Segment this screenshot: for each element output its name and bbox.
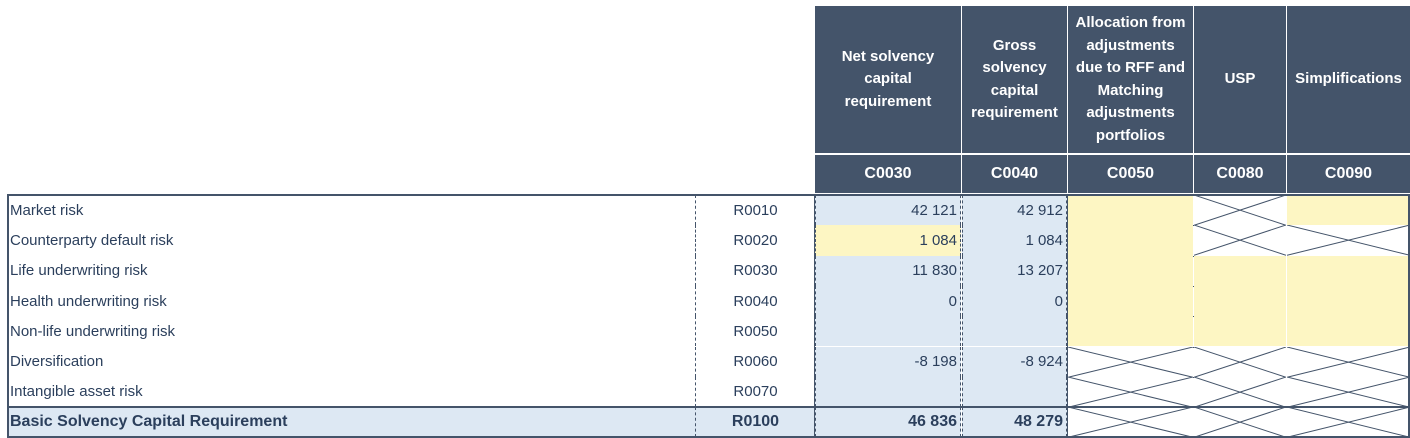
- column-header-text: Gross solvency capital requirement: [971, 36, 1058, 122]
- c0090-cell[interactable]: [1287, 195, 1410, 226]
- row-label: Counterparty default risk: [7, 225, 696, 256]
- c0080-cell: [1194, 195, 1286, 226]
- column-code-text: C0030: [864, 165, 912, 182]
- c0050-cell[interactable]: [1068, 225, 1193, 256]
- column-code-c0030: C0030: [815, 155, 961, 193]
- c0050-cell[interactable]: [1068, 195, 1193, 226]
- net-scr-cell[interactable]: [815, 316, 961, 347]
- column-header-c0050: Allocation from adjustments due to RFF a…: [1068, 6, 1193, 153]
- table-border: [1408, 195, 1410, 438]
- net-scr-cell[interactable]: 42 121: [815, 195, 961, 226]
- row-code: R0020: [696, 225, 815, 256]
- gross-scr-cell[interactable]: 13 207: [962, 255, 1067, 286]
- c0090-cell[interactable]: [1287, 316, 1410, 347]
- row-code: R0050: [696, 316, 815, 347]
- row-code: R0100: [696, 407, 815, 438]
- column-code-c0080: C0080: [1194, 155, 1286, 193]
- net-scr-cell[interactable]: 11 830: [815, 255, 961, 286]
- gross-scr-cell[interactable]: -8 924: [962, 346, 1067, 377]
- row-label: Intangible asset risk: [7, 376, 696, 408]
- row-code: R0070: [696, 376, 815, 408]
- row-code: R0060: [696, 346, 815, 377]
- c0080-cell: [1194, 225, 1286, 256]
- c0080-cell[interactable]: [1194, 255, 1286, 286]
- gross-scr-cell[interactable]: [962, 316, 1067, 347]
- gross-scr-cell[interactable]: 42 912: [962, 195, 1067, 226]
- row-code: R0010: [696, 195, 815, 226]
- c0080-cell[interactable]: [1194, 316, 1286, 347]
- not-applicable-cross-icon: [1194, 407, 1286, 437]
- not-applicable-cross-icon: [1287, 347, 1410, 377]
- net-scr-cell[interactable]: 0: [815, 285, 961, 317]
- c0090-cell: [1287, 407, 1410, 438]
- not-applicable-cross-icon: [1287, 407, 1410, 437]
- row-code: R0030: [696, 255, 815, 286]
- net-scr-cell[interactable]: [815, 376, 961, 408]
- c0080-cell: [1194, 407, 1286, 438]
- net-scr-cell[interactable]: 1 084: [815, 225, 961, 256]
- row-label: Life underwriting risk: [7, 255, 696, 286]
- row-label: Diversification: [7, 346, 696, 377]
- column-code-text: C0090: [1324, 165, 1373, 182]
- c0090-cell: [1287, 346, 1410, 377]
- row-label: Basic Solvency Capital Requirement: [7, 407, 696, 438]
- table-border: [1067, 195, 1068, 438]
- column-code-c0050: C0050: [1068, 155, 1193, 193]
- c0050-cell[interactable]: [1068, 316, 1193, 347]
- not-applicable-cross-icon: [1194, 377, 1286, 407]
- not-applicable-cross-icon: [1068, 347, 1193, 377]
- c0090-cell: [1287, 225, 1410, 256]
- c0050-cell: [1068, 376, 1193, 408]
- row-label: Health underwriting risk: [7, 285, 696, 317]
- not-applicable-cross-icon: [1194, 347, 1286, 377]
- column-code-text: C0080: [1216, 165, 1264, 182]
- column-code-c0040: C0040: [962, 155, 1067, 193]
- gross-scr-cell[interactable]: 48 279: [962, 407, 1067, 438]
- c0080-cell[interactable]: [1194, 285, 1286, 317]
- row-code: R0040: [696, 285, 815, 317]
- c0090-cell: [1287, 376, 1410, 408]
- not-applicable-cross-icon: [1068, 377, 1193, 407]
- not-applicable-cross-icon: [1194, 195, 1286, 225]
- c0080-cell: [1194, 376, 1286, 408]
- net-scr-cell[interactable]: 46 836: [815, 407, 961, 438]
- c0050-cell[interactable]: [1068, 255, 1193, 286]
- column-header-text: Net solvency capital requirement: [841, 47, 935, 110]
- not-applicable-cross-icon: [1194, 225, 1286, 255]
- column-header-c0040: Gross solvency capital requirement: [962, 6, 1067, 153]
- not-applicable-cross-icon: [1287, 225, 1410, 255]
- column-header-c0090: Simplifications: [1287, 6, 1410, 153]
- column-header-text: Allocation from adjustments due to RFF a…: [1075, 14, 1186, 144]
- column-code-text: C0050: [1106, 165, 1155, 182]
- c0050-cell: [1068, 407, 1193, 438]
- c0080-cell: [1194, 346, 1286, 377]
- column-code-c0090: C0090: [1287, 155, 1410, 193]
- not-applicable-cross-icon: [1287, 377, 1410, 407]
- column-code-text: C0040: [990, 165, 1039, 182]
- column-header-c0080: USP: [1194, 6, 1286, 153]
- c0050-cell: [1068, 346, 1193, 377]
- net-scr-cell[interactable]: -8 198: [815, 346, 961, 377]
- column-header-text: USP: [1224, 70, 1256, 88]
- table-border: [7, 436, 1410, 438]
- c0050-cell[interactable]: [1068, 285, 1193, 317]
- table-border: [7, 406, 1410, 408]
- c0090-cell[interactable]: [1287, 255, 1410, 286]
- gross-scr-cell[interactable]: 0: [962, 285, 1067, 317]
- gross-scr-cell[interactable]: 1 084: [962, 225, 1067, 256]
- table-border: [7, 194, 1410, 196]
- row-label: Non-life underwriting risk: [7, 316, 696, 347]
- not-applicable-cross-icon: [1068, 407, 1193, 437]
- table-border: [7, 195, 9, 438]
- column-header-c0030: Net solvency capital requirement: [815, 6, 961, 153]
- column-header-text: Simplifications: [1295, 70, 1402, 88]
- table-border: [814, 195, 815, 438]
- gross-scr-cell[interactable]: [962, 376, 1067, 408]
- row-label: Market risk: [7, 195, 696, 226]
- c0090-cell[interactable]: [1287, 285, 1410, 317]
